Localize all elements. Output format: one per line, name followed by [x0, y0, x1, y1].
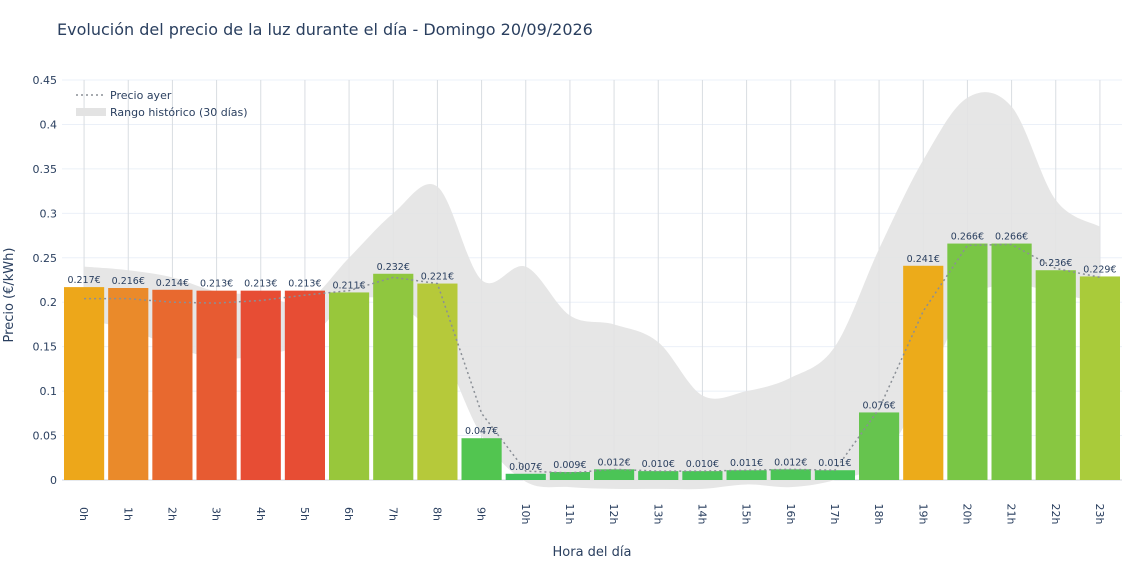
x-tick-label: 14h [695, 504, 708, 525]
x-tick-label: 5h [298, 507, 311, 521]
bar-value-label: 0.213€ [200, 279, 233, 290]
bar-20h [947, 243, 988, 480]
yesterday-price-line [84, 243, 1101, 474]
bar-value-label: 0.217€ [67, 275, 100, 286]
x-tick-label: 10h [519, 504, 532, 525]
bar-value-label: 0.010€ [686, 459, 719, 470]
bar-value-label: 0.214€ [156, 278, 189, 289]
x-tick-label: 7h [386, 507, 399, 521]
y-tick-labels: 0 0.05 0.1 0.15 0.2 0.25 0.3 0.35 0.4 0.45 [33, 74, 58, 487]
bar-value-label: 0.010€ [642, 459, 675, 470]
bar-23h [1079, 276, 1120, 480]
x-tick-label: 22h [1049, 504, 1062, 525]
x-tick-label: 23h [1093, 504, 1106, 525]
bar-15h [726, 470, 767, 480]
bars [64, 243, 1120, 480]
x-tick-label: 4h [254, 507, 267, 521]
bar-value-label: 0.047€ [465, 426, 498, 437]
bar-12h [594, 469, 635, 480]
historical-range-band [84, 92, 1100, 490]
legend-range-swatch [76, 108, 106, 116]
x-tick-labels: 0h 1h 2h 3h 4h 5h 6h 7h 8h 9h 10h 11h 12h 13h 14h 15h 16… [77, 504, 1106, 525]
x-tick-label: 6h [342, 507, 355, 521]
y-tick-label: 0.2 [40, 296, 58, 309]
bar-3h [196, 290, 237, 480]
y-tick-label: 0.25 [33, 252, 58, 265]
y-tick-label: 0.15 [33, 341, 58, 354]
bar-value-label: 0.011€ [818, 458, 851, 469]
bar-2h [152, 289, 193, 480]
bar-value-label: 0.007€ [509, 462, 542, 473]
bar-value-label: 0.221€ [421, 272, 454, 283]
bar-18h [859, 412, 900, 480]
y-tick-label: 0.45 [33, 74, 58, 87]
x-tick-label: 2h [165, 507, 178, 521]
x-tick-label: 9h [475, 507, 488, 521]
bar-13h [638, 471, 679, 480]
bar-21h [991, 243, 1032, 480]
x-tick-label: 11h [563, 504, 576, 525]
y-tick-label: 0.1 [40, 385, 58, 398]
chart-title: Evolución del precio de la luz durante e… [57, 20, 593, 39]
x-tick-label: 8h [430, 507, 443, 521]
bar-labels: 0.217€ 0.216€ 0.214€ 0.213€ 0.213€ 0.213€ 0.21… [67, 232, 1116, 473]
yesterday-line [84, 243, 1101, 474]
x-tick-label: 1h [121, 507, 134, 521]
legend-yesterday-label: Precio ayer [110, 89, 172, 102]
bar-value-label: 0.211€ [332, 280, 365, 291]
bar-11h [549, 472, 590, 480]
x-tick-label: 18h [872, 504, 885, 525]
x-tick-label: 16h [784, 504, 797, 525]
x-tick-label: 20h [960, 504, 973, 525]
bar-4h [240, 290, 281, 480]
y-tick-label: 0.35 [33, 163, 58, 176]
bar-value-label: 0.241€ [907, 254, 940, 265]
bar-14h [682, 471, 723, 480]
bar-5h [284, 290, 325, 480]
bar-value-label: 0.009€ [553, 460, 586, 471]
bar-8h [417, 283, 458, 480]
bar-value-label: 0.012€ [597, 457, 630, 468]
bar-value-label: 0.266€ [995, 232, 1028, 243]
x-tick-label: 12h [607, 504, 620, 525]
x-tick-label: 19h [916, 504, 929, 525]
historical-range-area [84, 92, 1100, 490]
bar-17h [814, 470, 855, 480]
bar-value-label: 0.076€ [862, 400, 895, 411]
bar-16h [770, 469, 811, 480]
y-tick-label: 0.3 [40, 207, 58, 220]
bar-1h [108, 288, 149, 480]
legend[interactable]: Precio ayer Rango histórico (30 días) [76, 89, 248, 119]
bar-value-label: 0.213€ [244, 279, 277, 290]
bar-value-label: 0.232€ [377, 262, 410, 273]
x-tick-label: 17h [828, 504, 841, 525]
y-tick-label: 0.4 [40, 118, 58, 131]
x-tick-label: 3h [210, 507, 223, 521]
x-tick-label: 13h [651, 504, 664, 525]
y-tick-label: 0.05 [33, 430, 58, 443]
x-tick-label: 0h [77, 507, 90, 521]
bar-value-label: 0.266€ [951, 232, 984, 243]
y-axis-label: Precio (€/kWh) [2, 248, 17, 343]
y-tick-label: 0 [50, 474, 57, 487]
bar-22h [1035, 270, 1076, 480]
bar-value-label: 0.229€ [1083, 264, 1116, 275]
bar-value-label: 0.236€ [1039, 258, 1072, 269]
bar-10h [505, 473, 546, 480]
x-axis-label: Hora del día [553, 545, 632, 560]
bar-0h [64, 287, 105, 480]
bar-19h [903, 265, 944, 480]
bar-6h [329, 292, 370, 480]
bar-value-label: 0.213€ [288, 279, 321, 290]
bar-7h [373, 273, 414, 480]
x-tick-label: 15h [740, 504, 753, 525]
bar-9h [461, 438, 502, 480]
bar-value-label: 0.011€ [730, 458, 763, 469]
legend-range-label: Rango histórico (30 días) [110, 106, 248, 119]
x-tick-label: 21h [1005, 504, 1018, 525]
bar-value-label: 0.012€ [774, 457, 807, 468]
bar-value-label: 0.216€ [112, 276, 145, 287]
